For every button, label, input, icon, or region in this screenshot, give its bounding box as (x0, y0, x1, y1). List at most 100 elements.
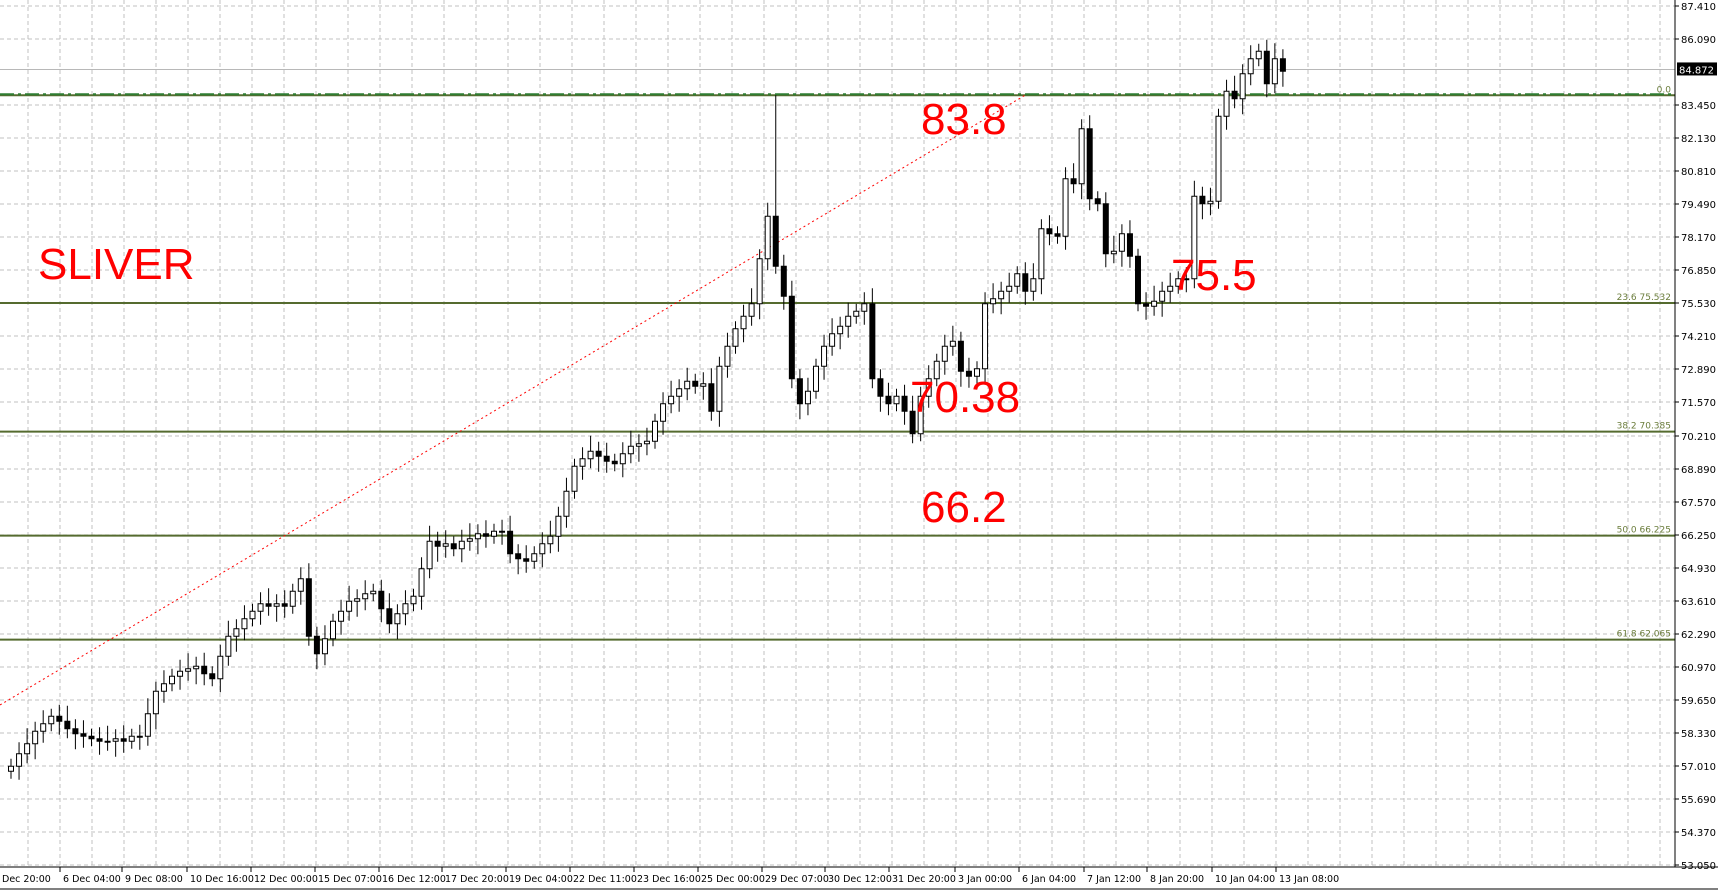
current-price-label: 84.872 (1679, 65, 1714, 76)
y-tick-label: 76.850 (1681, 266, 1716, 277)
candle-body (434, 540, 441, 547)
candle-body (1014, 273, 1021, 287)
x-tick-label: 15 Dec 07:00 (318, 874, 382, 885)
candle-body (1207, 200, 1214, 205)
candle-body (394, 613, 401, 625)
x-tick-label: 9 Dec 08:00 (125, 874, 183, 885)
candle-body (160, 683, 167, 692)
y-tick-label: 82.130 (1681, 134, 1716, 145)
annotation-83-8: 83.8 (921, 95, 1007, 144)
candle-body (925, 378, 932, 397)
candle-body (48, 715, 55, 725)
candle-body (16, 753, 23, 767)
candle-body (965, 370, 972, 377)
candle-body (177, 670, 184, 677)
candle-body (1030, 278, 1037, 292)
candle-body (1006, 285, 1013, 292)
candle-body (1151, 300, 1158, 307)
candle-body (491, 530, 497, 537)
candle-body (281, 603, 288, 607)
candle-body (217, 655, 224, 680)
candle-body (72, 728, 79, 735)
candle-body (941, 345, 948, 362)
candle-body (829, 333, 836, 347)
candle-body (313, 635, 320, 655)
candle-body (547, 535, 554, 545)
candle-body (990, 298, 997, 305)
candle-body (603, 455, 610, 462)
candle-body (1046, 228, 1053, 235)
candle-body (1191, 195, 1198, 280)
candle-body (619, 453, 626, 465)
candle-body (877, 378, 884, 397)
candle-body (1094, 198, 1101, 205)
candle-body (1223, 90, 1230, 117)
candle-body (338, 610, 345, 622)
candle-body (418, 568, 425, 597)
candle-body (1022, 273, 1029, 292)
fib-level-label: 50.0 66.225 (1617, 526, 1671, 536)
candle-body (676, 388, 683, 397)
candle-body (692, 380, 699, 387)
y-tick-label: 58.330 (1681, 729, 1716, 740)
candle-body (571, 465, 578, 492)
y-tick-label: 75.530 (1681, 299, 1716, 310)
candle-body (531, 553, 538, 562)
candle-body (684, 380, 691, 390)
candle-body (515, 553, 522, 560)
current-price-box (1677, 62, 1717, 76)
candle-body (700, 383, 707, 387)
candle-body (120, 738, 127, 742)
candle-body (1135, 255, 1141, 305)
candle-body (708, 383, 715, 412)
candle-body (611, 460, 618, 465)
x-tick-label: 17 Dec 20:00 (445, 874, 509, 885)
candle-body (257, 603, 264, 612)
annotation-75-5: 75.5 (1171, 251, 1257, 300)
candle-body (861, 303, 868, 312)
x-tick-label: 6 Jan 04:00 (1022, 874, 1076, 885)
candle-body (643, 440, 650, 445)
candle-body (587, 450, 594, 460)
x-tick-label: 8 Jan 20:00 (1150, 874, 1204, 885)
candle-body (982, 303, 989, 370)
candle-body (305, 578, 312, 637)
y-tick-label: 67.570 (1681, 498, 1716, 509)
candle-body (8, 765, 14, 772)
candle-body (1167, 285, 1174, 292)
candle-body (225, 635, 232, 657)
candle-body (1038, 228, 1045, 280)
annotation-symbol: SLIVER (38, 240, 195, 289)
x-tick-label: 3 Jan 00:00 (958, 874, 1012, 885)
y-tick-label: 83.450 (1681, 101, 1716, 112)
candle-body (595, 450, 602, 457)
x-tick-label: 10 Jan 04:00 (1215, 874, 1275, 885)
candle-body (289, 590, 296, 607)
y-tick-label: 72.890 (1681, 365, 1716, 376)
x-tick-label: 6 Dec 04:00 (63, 874, 121, 885)
candle-body (563, 490, 570, 517)
candle-body (1263, 50, 1270, 85)
candle-body (740, 315, 747, 330)
candle-body (128, 735, 135, 742)
candle-body (386, 608, 393, 625)
candle-body (893, 395, 900, 405)
x-tick-label: 13 Jan 08:00 (1279, 874, 1339, 885)
fib-level-label: 0.0 (1657, 85, 1672, 95)
candle-body (1159, 290, 1166, 302)
candle-body (539, 543, 546, 555)
candle-body (152, 690, 159, 715)
candle-body (1126, 233, 1133, 257)
y-tick-label: 62.290 (1681, 630, 1716, 641)
x-tick-label: 12 Dec 00:00 (254, 874, 318, 885)
y-tick-label: 71.570 (1681, 398, 1716, 409)
candle-body (24, 743, 31, 755)
candle-body (80, 733, 87, 737)
annotation-66-2: 66.2 (921, 483, 1007, 532)
candle-body (40, 723, 47, 732)
candle-body (917, 395, 924, 435)
y-tick-label: 78.170 (1681, 233, 1716, 244)
candle-body (974, 368, 980, 377)
candle-body (354, 598, 361, 602)
